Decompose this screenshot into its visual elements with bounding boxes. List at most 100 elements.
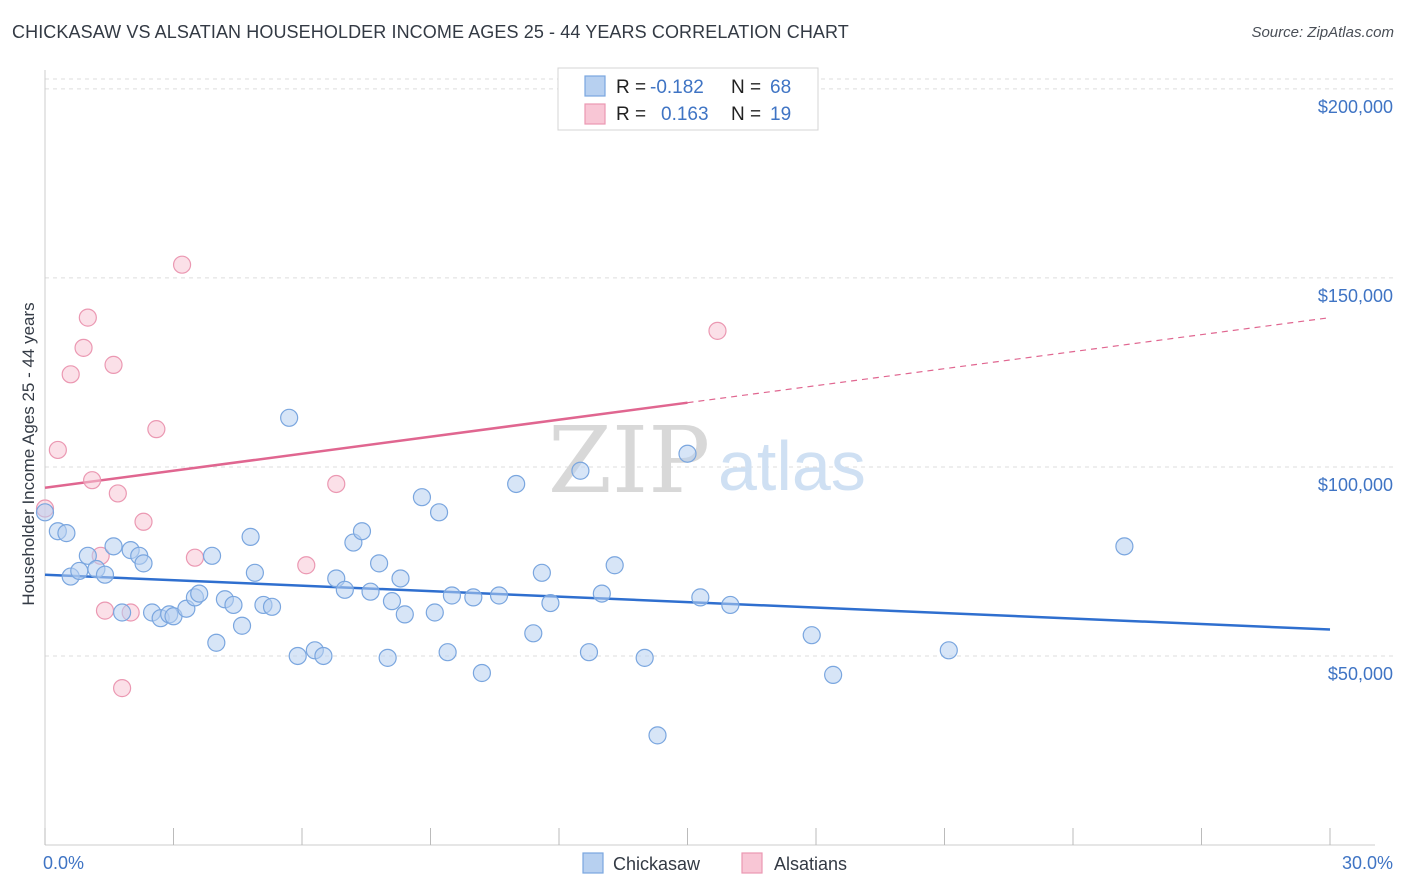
point-chickasaw-64 bbox=[802, 626, 821, 645]
point-chickasaw-4 bbox=[70, 561, 89, 581]
point-chickasaw-51 bbox=[507, 474, 526, 494]
point-chickasaw-62 bbox=[691, 588, 710, 607]
y-tick-label-0: $50,000 bbox=[1328, 664, 1393, 684]
point-alsatians-17 bbox=[327, 474, 346, 494]
point-chickasaw-30 bbox=[288, 646, 307, 666]
y-tick-labels: $50,000 $100,000 $150,000 $200,000 bbox=[1318, 97, 1393, 684]
point-chickasaw-40 bbox=[382, 592, 402, 611]
y-axis-label: Householder Income Ages 25 - 44 years bbox=[19, 302, 38, 605]
point-chickasaw-39 bbox=[378, 648, 397, 667]
point-chickasaw-60 bbox=[648, 726, 667, 745]
legend-n-value-1: 68 bbox=[770, 77, 791, 98]
legend-n-label-2: N = bbox=[731, 104, 761, 125]
point-alsatians-9 bbox=[108, 484, 127, 503]
point-chickasaw-55 bbox=[571, 461, 590, 480]
point-chickasaw-34 bbox=[335, 580, 354, 599]
point-chickasaw-19 bbox=[190, 584, 209, 603]
point-chickasaw-25 bbox=[241, 527, 260, 546]
chart-source: Source: ZipAtlas.com bbox=[1251, 24, 1394, 41]
point-chickasaw-56 bbox=[579, 643, 599, 662]
data-points bbox=[35, 255, 1134, 745]
point-chickasaw-41 bbox=[391, 569, 410, 588]
point-chickasaw-20 bbox=[202, 546, 222, 565]
point-chickasaw-12 bbox=[134, 554, 153, 573]
point-alsatians-18 bbox=[708, 321, 727, 340]
point-alsatians-2 bbox=[61, 365, 80, 384]
trend-line-alsatians-projection bbox=[687, 317, 1331, 404]
point-chickasaw-21 bbox=[207, 633, 226, 652]
point-chickasaw-47 bbox=[442, 586, 462, 605]
legend-swatch-chickasaw bbox=[584, 75, 606, 97]
point-chickasaw-50 bbox=[489, 586, 509, 605]
series-legend-label-chickasaw: Chickasaw bbox=[613, 854, 701, 874]
legend-n-value-2: 19 bbox=[770, 104, 791, 125]
series-legend-swatch-chickasaw bbox=[582, 852, 604, 874]
y-tick-label-2: $150,000 bbox=[1318, 286, 1393, 306]
point-chickasaw-66 bbox=[939, 641, 958, 660]
correlation-legend: R = -0.182 N = 68 R = 0.163 N = 19 bbox=[557, 67, 819, 131]
point-alsatians-3 bbox=[74, 338, 93, 357]
point-chickasaw-0 bbox=[35, 503, 55, 522]
x-tick-label-max: 30.0% bbox=[1342, 853, 1393, 873]
x-axis-ticks bbox=[44, 828, 1331, 845]
point-chickasaw-67 bbox=[1115, 537, 1134, 556]
watermark-atlas: atlas bbox=[718, 427, 866, 505]
point-chickasaw-59 bbox=[635, 648, 654, 667]
point-chickasaw-36 bbox=[352, 522, 372, 541]
series-legend-label-alsatians: Alsatians bbox=[774, 854, 847, 874]
point-alsatians-12 bbox=[134, 512, 153, 531]
legend-r-label-2: R = bbox=[616, 104, 646, 125]
point-chickasaw-43 bbox=[412, 488, 432, 507]
legend-r-label-1: R = bbox=[616, 77, 646, 98]
point-chickasaw-52 bbox=[524, 624, 543, 643]
point-alsatians-10 bbox=[112, 679, 132, 698]
point-alsatians-8 bbox=[104, 355, 123, 374]
point-chickasaw-7 bbox=[95, 565, 115, 584]
point-chickasaw-58 bbox=[605, 556, 624, 575]
point-chickasaw-24 bbox=[232, 616, 252, 635]
point-chickasaw-29 bbox=[280, 408, 299, 427]
legend-r-value-1: -0.182 bbox=[650, 77, 704, 98]
point-chickasaw-28 bbox=[262, 597, 282, 616]
point-chickasaw-45 bbox=[429, 503, 449, 522]
point-chickasaw-2 bbox=[57, 524, 76, 543]
point-chickasaw-26 bbox=[245, 563, 264, 582]
point-chickasaw-23 bbox=[224, 595, 243, 615]
point-chickasaw-63 bbox=[721, 595, 740, 615]
chart-title: CHICKASAW VS ALSATIAN HOUSEHOLDER INCOME… bbox=[12, 22, 849, 42]
point-chickasaw-37 bbox=[361, 582, 380, 601]
legend-r-value-2: 0.163 bbox=[661, 104, 709, 125]
point-chickasaw-5 bbox=[78, 546, 97, 565]
point-chickasaw-38 bbox=[370, 554, 389, 573]
y-tick-label-3: $200,000 bbox=[1318, 97, 1393, 117]
series-legend: Chickasaw Alsatians bbox=[582, 852, 847, 874]
legend-n-label-1: N = bbox=[731, 77, 761, 98]
point-chickasaw-54 bbox=[541, 593, 560, 613]
trend-line-alsatians bbox=[44, 401, 688, 489]
point-chickasaw-61 bbox=[678, 444, 697, 463]
point-chickasaw-9 bbox=[112, 603, 132, 622]
point-alsatians-1 bbox=[48, 440, 67, 460]
point-chickasaw-65 bbox=[824, 665, 843, 684]
point-alsatians-14 bbox=[172, 255, 192, 274]
point-chickasaw-8 bbox=[104, 537, 123, 556]
point-chickasaw-44 bbox=[425, 603, 444, 622]
point-alsatians-16 bbox=[297, 556, 316, 575]
point-chickasaw-49 bbox=[472, 663, 491, 683]
point-chickasaw-53 bbox=[532, 563, 551, 582]
point-alsatians-13 bbox=[147, 420, 166, 439]
point-chickasaw-48 bbox=[464, 588, 483, 607]
point-chickasaw-32 bbox=[314, 646, 333, 666]
point-chickasaw-57 bbox=[592, 584, 611, 603]
y-tick-label-1: $100,000 bbox=[1318, 475, 1393, 495]
x-tick-label-min: 0.0% bbox=[43, 853, 84, 873]
point-alsatians-4 bbox=[78, 308, 97, 327]
legend-swatch-alsatians bbox=[584, 103, 606, 125]
point-alsatians-15 bbox=[185, 548, 205, 567]
point-chickasaw-46 bbox=[438, 643, 457, 662]
trend-lines bbox=[44, 317, 1331, 631]
series-legend-swatch-alsatians bbox=[741, 852, 763, 874]
trend-line-chickasaw bbox=[44, 573, 1331, 631]
point-alsatians-7 bbox=[95, 601, 115, 620]
